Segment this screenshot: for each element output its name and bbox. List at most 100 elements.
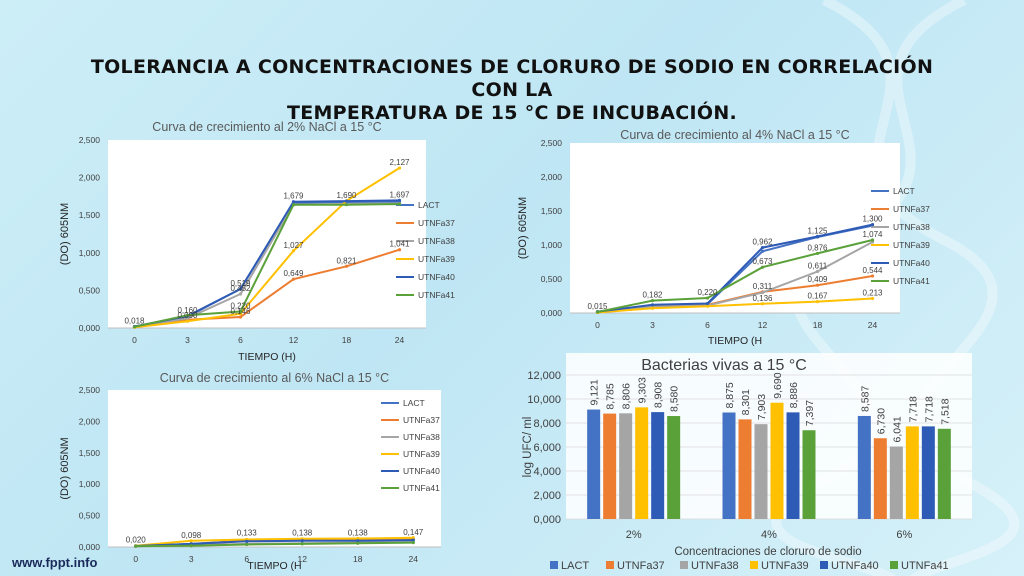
y-axis-title: (DO) 605NM — [59, 437, 71, 499]
data-point — [344, 199, 349, 203]
legend-label: UTNFa40 — [403, 466, 440, 476]
title-line-2: TEMPERATURA DE 15 °C DE INCUBACIÓN. — [286, 102, 738, 124]
data-point — [411, 536, 415, 540]
data-point — [411, 538, 415, 542]
data-point — [815, 300, 820, 304]
series-line-utnfa41 — [597, 239, 873, 313]
data-label: 0,146 — [230, 307, 251, 316]
data-point — [650, 306, 655, 310]
series-line-utnfa38 — [597, 241, 873, 314]
data-point — [185, 313, 190, 317]
data-point — [650, 299, 655, 303]
bar-utnfa40 — [921, 426, 935, 519]
data-label: 0,611 — [808, 261, 828, 270]
y-tick-label: 2,500 — [541, 138, 563, 148]
x-tick-label: 0 — [595, 320, 600, 330]
y-tick-label: 10,000 — [527, 394, 561, 406]
x-tick-label: 18 — [342, 335, 352, 345]
legend-label: UTNFa38 — [893, 222, 930, 232]
legend-label: LACT — [561, 560, 589, 572]
bar-value-label: 8,580 — [669, 386, 681, 412]
x-tick-label: 12 — [289, 335, 299, 345]
x-tick-label: 12 — [298, 554, 308, 564]
data-label: 0,452 — [230, 284, 251, 293]
legend-label: UTNFa37 — [893, 204, 930, 214]
data-point — [238, 315, 243, 319]
x-tick-label: 6 — [705, 320, 710, 330]
data-point — [238, 292, 243, 296]
data-label: 0,160 — [177, 306, 198, 315]
y-tick-label: 1,500 — [79, 210, 101, 220]
data-point — [705, 301, 710, 306]
y-tick-label: 0,000 — [533, 514, 561, 526]
data-label: 0,213 — [862, 289, 883, 298]
bar-value-label: 8,875 — [724, 382, 736, 408]
legend-label: UTNFa38 — [691, 560, 739, 572]
data-point — [291, 203, 296, 207]
x-tick-label: 24 — [409, 554, 419, 564]
data-label: 0,220 — [230, 301, 251, 310]
page-title: TOLERANCIA A CONCENTRACIONES DE CLORURO … — [70, 56, 954, 125]
y-tick-label: 6,000 — [533, 442, 561, 454]
legend-label: UTNFa41 — [403, 483, 440, 493]
bar-utnfa37 — [738, 419, 752, 519]
y-tick-label: 2,500 — [79, 135, 101, 145]
data-point — [870, 223, 875, 227]
legend-label: UTNFa39 — [761, 560, 809, 572]
data-point — [815, 283, 820, 287]
legend-label: UTNFa40 — [831, 560, 879, 572]
chart-title: Curva de crecimiento al 6% NaCl a 15 °C — [160, 371, 389, 385]
data-label: 0,018 — [124, 317, 145, 326]
data-point — [238, 312, 243, 316]
data-label: 0,098 — [181, 531, 202, 540]
data-point — [238, 287, 243, 291]
legend-swatch — [750, 561, 758, 569]
data-point — [291, 200, 296, 204]
bar-utnfa38 — [754, 424, 768, 519]
bar-value-label: 7,397 — [804, 400, 816, 426]
bar-lact — [587, 409, 601, 519]
data-label: 1,041 — [389, 240, 410, 249]
x-tick-label: 4% — [761, 529, 777, 541]
bar-value-label: 8,886 — [788, 382, 800, 408]
data-label: 1,679 — [283, 192, 304, 201]
bar-value-label: 8,806 — [621, 383, 633, 409]
bar-value-label: 7,718 — [923, 396, 935, 422]
bar-utnfa39 — [770, 402, 784, 519]
data-point — [300, 539, 304, 543]
y-tick-label: 0,000 — [79, 323, 101, 333]
y-tick-label: 12,000 — [527, 370, 561, 382]
y-tick-label: 1,000 — [79, 248, 101, 258]
bar-utnfa37 — [873, 438, 887, 519]
plot-area — [566, 353, 972, 519]
legend-swatch — [820, 561, 828, 569]
y-tick-label: 1,500 — [79, 448, 101, 458]
data-point — [245, 542, 249, 547]
y-axis-title: (DO) 605NM — [517, 197, 529, 259]
data-point — [185, 319, 190, 323]
x-tick-label: 3 — [650, 320, 655, 330]
data-point — [815, 234, 820, 239]
legend-label: UTNFa39 — [418, 254, 455, 264]
legend-label: LACT — [893, 186, 915, 196]
data-label: 0,311 — [753, 282, 773, 291]
x-axis-title: TIEMPO (H) — [238, 351, 296, 363]
x-tick-label: 24 — [395, 335, 405, 345]
footer-url: www.fppt.info — [12, 555, 98, 570]
x-tick-label: 6 — [238, 335, 243, 345]
y-tick-label: 8,000 — [533, 418, 561, 430]
y-tick-label: 1,500 — [541, 206, 563, 216]
x-tick-label: 6 — [244, 554, 249, 564]
legend-swatch — [680, 561, 688, 569]
data-point — [705, 296, 710, 300]
data-label: 0,519 — [230, 279, 251, 288]
data-point — [411, 541, 415, 545]
data-label: 1,074 — [862, 230, 883, 239]
legend-label: UTNFa37 — [617, 560, 665, 572]
legend-label: UTNFa40 — [893, 258, 930, 268]
data-point — [760, 245, 765, 250]
